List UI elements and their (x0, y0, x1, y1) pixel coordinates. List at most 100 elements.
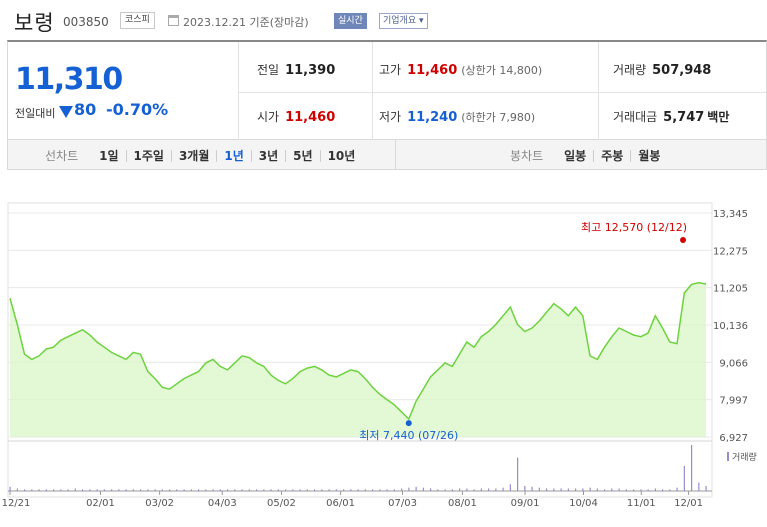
volume-bar (640, 489, 642, 491)
realtime-button[interactable]: 실시간 (334, 13, 367, 29)
volume-bar (691, 445, 693, 491)
price-area (10, 282, 706, 437)
line-chart-periods: 선차트 1일 1주일 3개월 1년 3년 5년 10년 (45, 147, 362, 164)
divider (598, 42, 599, 140)
volume-bar (386, 489, 388, 491)
volume-bar (74, 488, 76, 491)
volume-bar (45, 489, 47, 491)
volume-bar (154, 489, 156, 491)
y-tick-label: 10,136 (713, 321, 748, 332)
volume-bar (31, 489, 33, 491)
period-3m[interactable]: 3개월 (170, 149, 216, 162)
volume-bar (343, 489, 345, 491)
volume-legend: 거래량 (732, 451, 757, 463)
candle-chart-periods: 봉차트 일봉 주봉 월봉 (510, 147, 667, 164)
x-tick-label: 11/01 (627, 498, 656, 509)
volume-bar (60, 489, 62, 491)
volume-bar (321, 489, 323, 491)
volume-bar (198, 489, 200, 491)
volume-bar (82, 489, 84, 491)
period-3y[interactable]: 3년 (250, 149, 285, 162)
volume-bar (241, 489, 243, 491)
candle-daily[interactable]: 일봉 (564, 148, 587, 163)
divider (372, 42, 373, 140)
volume-bar (234, 489, 236, 491)
price-line (9, 281, 707, 421)
volume-bar (654, 488, 656, 491)
volume-bar (560, 488, 562, 491)
volume-bar (567, 488, 569, 491)
volume-bar (618, 488, 620, 491)
volume-bar (451, 489, 453, 491)
down-triangle-icon (59, 106, 73, 118)
volume-bar (335, 489, 337, 491)
x-tick-label: 10/04 (569, 498, 598, 509)
max-point-label: 최고 12,570 (12/12) (581, 221, 687, 234)
y-ticks: 13,345 12,275 11,205 10,136 9,066 7,997 6,927 (713, 209, 748, 444)
period-10y[interactable]: 10년 (319, 149, 363, 162)
change-label: 전일대비 (15, 107, 56, 120)
volume-bar (169, 489, 171, 491)
period-5y[interactable]: 5년 (285, 149, 319, 162)
volume-bar (96, 489, 98, 491)
stock-name: 보령 (14, 11, 55, 35)
volume-bar (183, 489, 185, 491)
volume-bar (604, 489, 606, 491)
x-tick-label: 09/01 (511, 498, 540, 509)
volume-bar (480, 488, 482, 491)
volume-bar (103, 489, 105, 491)
volume-bar (89, 489, 91, 491)
x-tick-label: 02/01 (86, 498, 115, 509)
volume-bar (227, 489, 229, 491)
volume-bar (24, 489, 26, 491)
volume-bar (357, 489, 359, 491)
volume-bar (140, 489, 142, 491)
candle-monthly[interactable]: 월봉 (630, 149, 667, 162)
x-tick-label: 08/01 (448, 498, 477, 509)
candle-chart-label: 봉차트 (510, 149, 544, 163)
company-overview-dropdown[interactable]: 기업개요 ▾ (379, 13, 428, 29)
volume-bar (350, 489, 352, 491)
price-chart[interactable]: 13,34512,27511,20510,1369,0667,9976,927 … (0, 195, 767, 527)
trading-value: 거래대금 5,747 백만 (613, 110, 730, 125)
period-1w[interactable]: 1주일 (125, 149, 171, 162)
volume-bar (379, 489, 381, 491)
min-point-marker (405, 420, 412, 427)
volume-bar (118, 489, 120, 491)
volume-bar (596, 488, 598, 491)
volume-bar (705, 485, 707, 491)
volume-bar (698, 482, 700, 491)
volume-bar (575, 488, 577, 491)
volume-bar (292, 489, 294, 491)
candle-weekly[interactable]: 주봉 (593, 149, 630, 162)
change-percent: -0.70% (106, 100, 169, 119)
volume-bar (147, 489, 149, 491)
volume-bar (38, 489, 40, 491)
volume-legend-swatch (727, 452, 729, 461)
volume-bar (256, 489, 258, 491)
volume-bar (9, 486, 11, 491)
volume-bar (111, 489, 113, 491)
volume-bar (647, 489, 649, 491)
volume-bar (161, 489, 163, 491)
stock-header: 보령 003850 코스피 2023.12.21 기준(장마감) 실시간 기업개… (0, 0, 767, 40)
high-price: 고가 11,460 (상한가 14,800) (379, 63, 543, 78)
x-tick-label: 12/01 (674, 498, 703, 509)
period-1d[interactable]: 1일 (99, 148, 119, 163)
volume-bar (285, 489, 287, 491)
y-tick-label: 13,345 (713, 209, 748, 220)
x-ticks: 12/21 02/01 03/02 04/03 05/02 06/01 07/03 08/01… (2, 491, 703, 509)
period-1y[interactable]: 1년 (216, 149, 250, 162)
calendar-icon (168, 15, 179, 26)
divider (238, 92, 766, 93)
volume-bar (683, 465, 685, 491)
volume-bar (553, 488, 555, 491)
change-amount: 80 (74, 100, 97, 119)
volume-bar (466, 488, 468, 491)
volume-bar (415, 486, 417, 491)
volume-bar (459, 488, 461, 491)
volume-bar (488, 488, 490, 491)
volume-bar (408, 487, 410, 491)
line-chart-label: 선차트 (45, 149, 79, 163)
y-tick-label: 11,205 (713, 284, 748, 295)
